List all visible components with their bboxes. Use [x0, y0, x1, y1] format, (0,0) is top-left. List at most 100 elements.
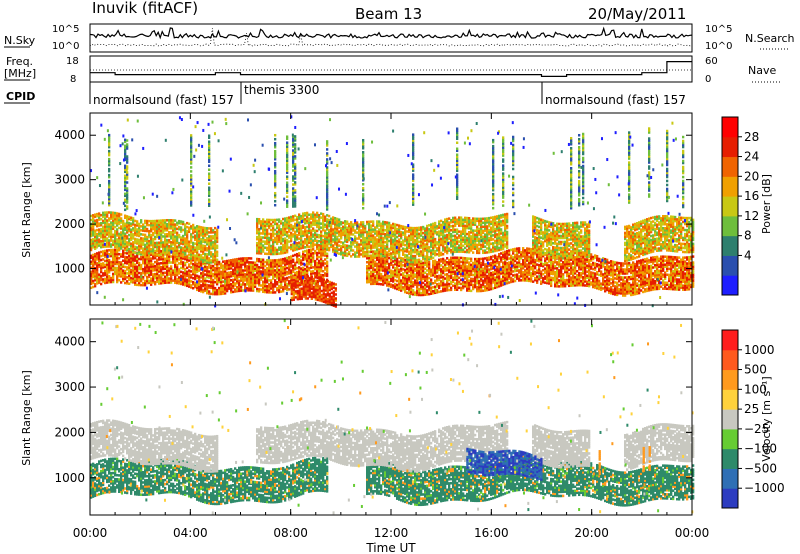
heatmap-cell — [652, 272, 655, 275]
heatmap-cell — [424, 271, 427, 274]
heatmap-cell — [110, 254, 113, 258]
heatmap-cell — [90, 280, 93, 284]
heatmap-cell — [212, 288, 215, 292]
heatmap-cell — [220, 278, 223, 282]
heatmap-cell — [130, 268, 133, 272]
heatmap-cell — [170, 219, 173, 222]
heatmap-cell — [204, 277, 207, 280]
heatmap-cell — [636, 260, 639, 263]
heatmap-cell — [192, 223, 195, 227]
heatmap-cell — [100, 266, 103, 270]
heatmap-cell — [208, 264, 211, 267]
heatmap-cell — [596, 271, 599, 274]
heatmap-cell — [382, 275, 385, 278]
heatmap-cell — [130, 258, 133, 262]
heatmap-cell — [576, 269, 579, 273]
heatmap-cell — [166, 223, 169, 226]
heatmap-cell — [98, 275, 101, 278]
heatmap-cell — [422, 285, 425, 289]
heatmap-cell — [146, 263, 149, 267]
heatmap-cell — [534, 276, 537, 280]
heatmap-cell — [134, 223, 137, 227]
heatmap-cell — [132, 265, 135, 268]
heatmap-cell — [152, 263, 155, 266]
freq-trace — [90, 61, 692, 77]
heatmap-cell — [144, 273, 147, 277]
heatmap-cell — [518, 269, 521, 272]
heatmap-cell — [204, 238, 207, 242]
heatmap-cell — [266, 258, 269, 262]
heatmap-cell — [104, 265, 107, 269]
heatmap-cell — [136, 253, 139, 257]
heatmap-cell — [226, 287, 229, 291]
heatmap-cell — [200, 272, 203, 275]
heatmap-cell — [184, 263, 187, 267]
heatmap-cell — [212, 272, 215, 276]
heatmap-cell — [140, 233, 143, 236]
heatmap-cell — [106, 257, 109, 260]
heatmap-cell — [132, 253, 135, 256]
heatmap-cell — [220, 272, 223, 276]
heatmap-cell — [172, 253, 175, 256]
heatmap-cell — [168, 281, 171, 284]
heatmap-cell — [236, 257, 239, 261]
heatmap-cell — [424, 275, 427, 278]
heatmap-cell — [164, 263, 167, 267]
heatmap-cell — [480, 257, 483, 261]
heatmap-cell — [242, 257, 245, 260]
heatmap-cell — [638, 279, 641, 283]
freq-tick-top: 18 — [66, 56, 79, 67]
heatmap-cell — [418, 287, 421, 291]
heatmap-cell — [136, 277, 139, 281]
heatmap-cell — [514, 247, 517, 251]
heatmap-cell — [132, 281, 135, 284]
heatmap-cell — [640, 289, 643, 292]
heatmap-cell — [206, 287, 209, 291]
heatmap-cell — [162, 235, 165, 238]
heatmap-cell — [130, 242, 133, 245]
heatmap-cell — [116, 276, 119, 280]
heatmap-cell — [96, 256, 99, 259]
heatmap-cell — [248, 257, 251, 260]
heatmap-cell — [574, 276, 577, 279]
heatmap-cell — [630, 263, 633, 267]
heatmap-cell — [210, 292, 213, 296]
heatmap-cell — [184, 237, 187, 240]
heatmap-cell — [144, 259, 147, 263]
heatmap-cell — [218, 292, 221, 296]
heatmap-cell — [318, 255, 321, 259]
heatmap-cell — [140, 273, 143, 277]
heatmap-cell — [392, 284, 395, 287]
heatmap-cell — [232, 290, 235, 294]
heatmap-cell — [218, 278, 221, 282]
heatmap-cell — [98, 277, 101, 280]
heatmap-cell — [202, 284, 205, 288]
heatmap-cell — [194, 226, 197, 229]
heatmap-cell — [668, 273, 671, 277]
heatmap-cell — [394, 266, 397, 270]
heatmap-cell — [118, 272, 121, 276]
heatmap-cell — [120, 265, 123, 268]
heatmap-cell — [256, 235, 259, 239]
heatmap-cell — [166, 281, 169, 284]
heatmap-cell — [122, 273, 125, 276]
heatmap-cell — [450, 256, 453, 260]
heatmap-cell — [278, 258, 281, 262]
heatmap-cell — [170, 255, 173, 258]
heatmap-cell — [378, 282, 381, 286]
heatmap-cell — [214, 270, 217, 274]
heatmap-cell — [196, 288, 199, 292]
heatmap-cell — [188, 259, 191, 262]
heatmap-cell — [160, 251, 163, 255]
heatmap-cell — [180, 262, 183, 266]
heatmap-cell — [188, 226, 191, 230]
heatmap-cell — [664, 281, 667, 284]
heatmap-cell — [180, 220, 183, 223]
heatmap-cell — [146, 277, 149, 281]
heatmap-cell — [288, 256, 291, 259]
heatmap-cell — [98, 263, 101, 266]
heatmap-cell — [128, 264, 131, 267]
heatmap-cell — [94, 278, 97, 282]
heatmap-cell — [612, 260, 615, 264]
freq-unit-label: [MHz] — [4, 67, 36, 80]
